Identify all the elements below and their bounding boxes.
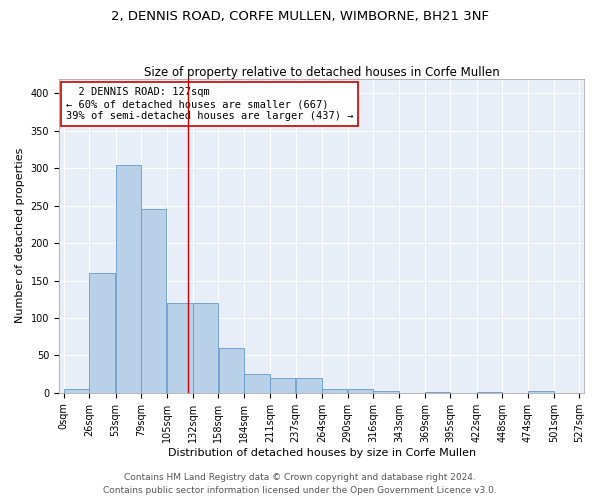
- Bar: [244, 374, 270, 392]
- Bar: [116, 164, 141, 392]
- Bar: [528, 391, 554, 392]
- Bar: [373, 391, 399, 392]
- Title: Size of property relative to detached houses in Corfe Mullen: Size of property relative to detached ho…: [144, 66, 499, 78]
- Bar: [142, 210, 166, 392]
- Bar: [348, 389, 373, 392]
- X-axis label: Distribution of detached houses by size in Corfe Mullen: Distribution of detached houses by size …: [167, 448, 476, 458]
- Bar: [271, 378, 295, 392]
- Bar: [218, 348, 244, 393]
- Y-axis label: Number of detached properties: Number of detached properties: [15, 148, 25, 324]
- Bar: [193, 303, 218, 392]
- Text: Contains HM Land Registry data © Crown copyright and database right 2024.
Contai: Contains HM Land Registry data © Crown c…: [103, 474, 497, 495]
- Text: 2 DENNIS ROAD: 127sqm
← 60% of detached houses are smaller (667)
39% of semi-det: 2 DENNIS ROAD: 127sqm ← 60% of detached …: [66, 88, 353, 120]
- Bar: [89, 273, 115, 392]
- Bar: [64, 389, 89, 392]
- Bar: [322, 389, 347, 392]
- Bar: [167, 303, 193, 392]
- Bar: [296, 378, 322, 392]
- Text: 2, DENNIS ROAD, CORFE MULLEN, WIMBORNE, BH21 3NF: 2, DENNIS ROAD, CORFE MULLEN, WIMBORNE, …: [111, 10, 489, 23]
